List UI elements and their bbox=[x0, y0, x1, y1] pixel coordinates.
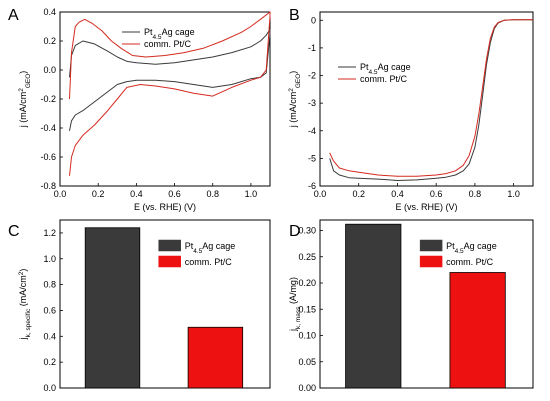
legend-label-0: Pt4.5Ag cage bbox=[144, 27, 195, 41]
y-tick-label: -0.6 bbox=[40, 152, 56, 162]
plot-frame bbox=[319, 11, 534, 187]
x-axis-label: E (vs. RHE) (V) bbox=[396, 202, 458, 212]
x-axis-label: E (vs. RHE) (V) bbox=[134, 202, 196, 212]
bar-0 bbox=[345, 223, 402, 389]
y-tick-label: 1.0 bbox=[43, 254, 56, 264]
y-tick-label: 0.0 bbox=[43, 383, 56, 393]
x-tick-label: 0.2 bbox=[92, 189, 105, 199]
y-tick-label: 0.4 bbox=[43, 7, 56, 17]
panel-letter: B bbox=[289, 7, 300, 24]
y-axis-label: j (mA/cm2GEO) bbox=[288, 71, 302, 129]
y-axis-label: j (mA/cm2GEO) bbox=[18, 71, 32, 129]
y-tick-label: -2 bbox=[308, 71, 316, 81]
x-tick-label: 0.8 bbox=[469, 189, 482, 199]
legend-swatch-0 bbox=[158, 239, 181, 252]
y-tick-label: 0.2 bbox=[43, 36, 56, 46]
legend-label-1: comm. Pt/C bbox=[360, 74, 408, 84]
legend-label-1: comm. Pt/C bbox=[446, 257, 494, 267]
y-tick-label: 0.00 bbox=[298, 383, 316, 393]
y-tick-label: 0 bbox=[311, 15, 316, 25]
y-tick-label: -6 bbox=[308, 181, 316, 191]
x-tick-label: 0.0 bbox=[54, 189, 67, 199]
y-tick-label: 0.15 bbox=[298, 304, 316, 314]
y-tick-label: 0.0 bbox=[43, 65, 56, 75]
legend: Pt4.5Ag cage comm. Pt/C bbox=[419, 239, 497, 268]
plot-frame bbox=[319, 219, 534, 389]
y-tick-label: 0.05 bbox=[298, 357, 316, 367]
series-line-0 bbox=[69, 28, 271, 131]
x-tick-label: 0.6 bbox=[168, 189, 181, 199]
x-tick-label: 0.4 bbox=[391, 189, 404, 199]
panel-c: C 0.0 0.2 0.4 0.6 0.8 1.0 1.2 jk, specific (mA/c… bbox=[8, 219, 271, 393]
y-tick-label: -5 bbox=[308, 153, 316, 163]
legend-swatch-1 bbox=[158, 255, 181, 268]
y-tick-label: 0.8 bbox=[43, 280, 56, 290]
panel-letter: D bbox=[289, 223, 301, 240]
x-tick-label: 0.0 bbox=[314, 189, 327, 199]
legend-label-1: comm. Pt/C bbox=[144, 39, 192, 49]
legend-swatch-1 bbox=[419, 255, 443, 268]
panel-a: A -0.8 -0.6 -0.4 -0.2 0.0 0.2 0.4 j (mA/cm2GEO) 0… bbox=[8, 7, 271, 212]
legend-label-0: Pt4.5Ag cage bbox=[360, 62, 411, 76]
panel-b: B -6 -5 -4 -3 -2 -1 0 j (mA/cm2GEO) 0.0 0.2 0.4 0.6 0… bbox=[288, 7, 534, 212]
y-tick-label: -3 bbox=[308, 98, 316, 108]
y-tick-label: -0.2 bbox=[40, 94, 56, 104]
legend-swatch-0 bbox=[419, 239, 443, 252]
y-axis-label: jk, mass (A/mg) bbox=[288, 277, 302, 332]
series-line-1 bbox=[69, 11, 271, 176]
panel-letter: C bbox=[8, 223, 20, 240]
y-tick-label: 0.30 bbox=[298, 226, 316, 236]
x-tick-label: 0.2 bbox=[352, 189, 365, 199]
legend-label-0: Pt4.5Ag cage bbox=[185, 241, 236, 255]
x-tick-label: 0.8 bbox=[206, 189, 219, 199]
y-tick-label: 0.6 bbox=[43, 305, 56, 315]
x-tick-label: 0.4 bbox=[130, 189, 143, 199]
legend-label-1: comm. Pt/C bbox=[185, 257, 233, 267]
panel-d: D 0.00 0.05 0.10 0.15 0.20 0.25 0.30 jk, mass (A… bbox=[288, 219, 534, 393]
y-tick-label: 1.2 bbox=[43, 228, 56, 238]
y-tick-label: -1 bbox=[308, 43, 316, 53]
y-tick-label: -4 bbox=[308, 126, 316, 136]
bar-0 bbox=[84, 227, 141, 389]
panel-letter: A bbox=[8, 7, 19, 24]
plot-frame bbox=[59, 219, 271, 389]
bar-1 bbox=[449, 272, 506, 389]
x-tick-label: 0.6 bbox=[430, 189, 443, 199]
x-tick-label: 1.0 bbox=[507, 189, 520, 199]
bar-1 bbox=[187, 326, 244, 389]
legend-label-0: Pt4.5Ag cage bbox=[446, 241, 497, 255]
y-tick-label: 0.25 bbox=[298, 252, 316, 262]
y-tick-label: -0.4 bbox=[40, 123, 56, 133]
y-tick-label: 0.20 bbox=[298, 278, 316, 288]
y-axis-label: jk, specific (mA/cm2) bbox=[18, 269, 32, 341]
y-tick-label: 0.4 bbox=[43, 331, 56, 341]
series-line-1 bbox=[329, 19, 533, 177]
y-tick-label: 0.10 bbox=[298, 331, 316, 341]
y-tick-label: 0.2 bbox=[43, 357, 56, 367]
x-tick-label: 1.0 bbox=[245, 189, 258, 199]
series-line-0 bbox=[329, 19, 533, 181]
legend: Pt4.5Ag cage comm. Pt/C bbox=[158, 239, 236, 268]
y-tick-label: -0.8 bbox=[40, 181, 56, 191]
